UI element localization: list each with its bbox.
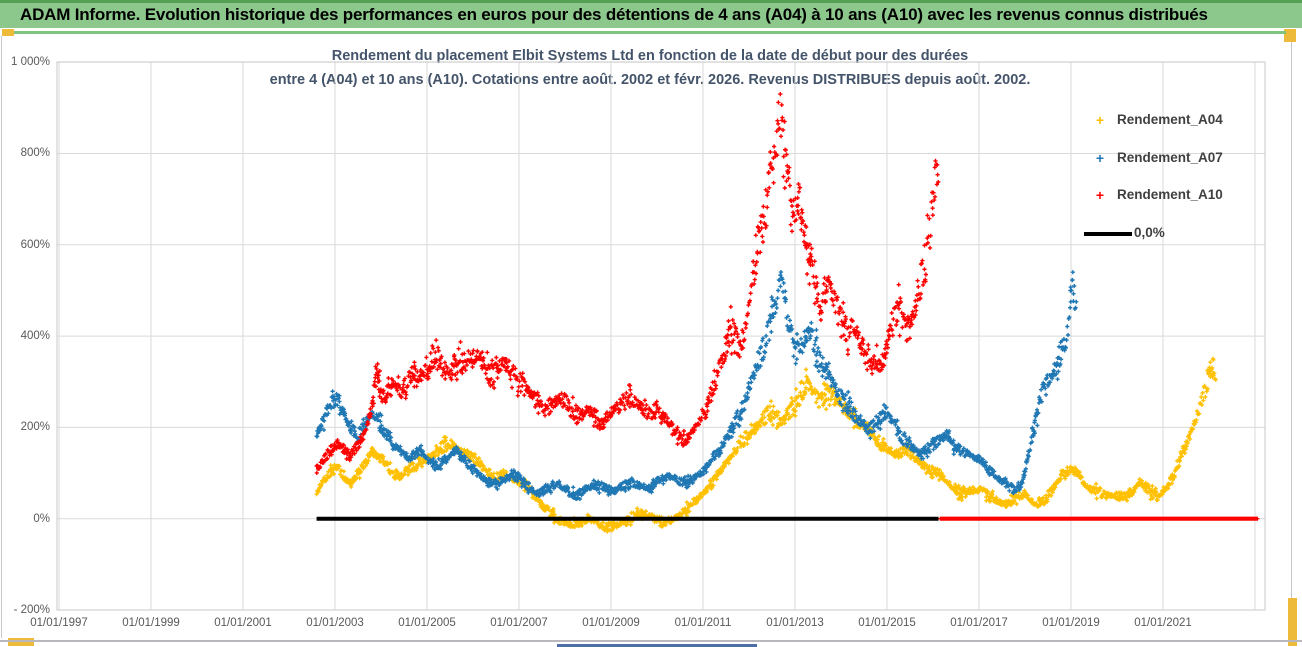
x-tick-label: 01/01/1999 (122, 617, 180, 629)
bottom-edge-line (0, 640, 1302, 642)
legend-label: Rendement_A04 (1117, 112, 1223, 127)
x-tick-label: 01/01/2015 (858, 617, 916, 629)
x-tick-label: 01/01/2005 (398, 617, 456, 629)
legend-line-marker (1084, 231, 1132, 236)
x-tick-label: 01/01/2011 (674, 617, 732, 629)
left-edge-line (1, 36, 2, 638)
chart-title-line1: Rendement du placement Elbit Systems Ltd… (331, 48, 969, 64)
legend-item-0-0-[interactable]: 0,0% (1080, 225, 1260, 245)
x-tick-label: 01/01/1997 (30, 617, 88, 629)
series-markers-rendement_a07 (314, 270, 1079, 502)
x-tick-label: 01/01/2007 (490, 617, 548, 629)
right-edge-line (1291, 42, 1292, 598)
y-tick-label: - 200% (13, 604, 50, 616)
legend-item-rendement-a07[interactable]: + Rendement_A07 (1080, 150, 1260, 170)
series-markers-rendement_a10 (314, 92, 1260, 521)
x-tick-label: 01/01/2001 (214, 617, 272, 629)
y-tick-label: 800% (20, 147, 50, 160)
y-tick-label: 600% (20, 238, 50, 251)
y-tick-label: 1 000% (10, 56, 50, 69)
frame-corner-top-right (1284, 29, 1296, 42)
green-divider-line (14, 31, 1286, 34)
x-tick-label: 01/01/2017 (950, 617, 1008, 629)
legend-plus-marker: + (1095, 149, 1105, 166)
frame-corner-bottom-right (1288, 598, 1297, 646)
y-tick-label: 400% (20, 330, 50, 343)
chart-title-line2: entre 4 (A04) et 10 ans (A10). Cotations… (269, 72, 1031, 88)
y-tick-label: 200% (20, 421, 50, 434)
report-header-banner: ADAM Informe. Evolution historique des p… (0, 0, 1302, 28)
legend-item-rendement-a10[interactable]: + Rendement_A10 (1080, 187, 1260, 207)
legend-label: 0,0% (1134, 224, 1165, 240)
report-title: ADAM Informe. Evolution historique des p… (20, 5, 1208, 24)
legend-label: Rendement_A07 (1117, 149, 1223, 165)
x-tick-label: 01/01/2021 (1134, 617, 1192, 629)
frame-corner-top-left (2, 29, 14, 36)
legend-item-rendement-a04[interactable]: + Rendement_A04 (1080, 112, 1260, 132)
x-tick-label: 01/01/2003 (306, 617, 364, 629)
frame-corner-bottom-left (8, 638, 34, 646)
bottom-edge-bar (557, 644, 757, 647)
x-tick-label: 01/01/2009 (582, 617, 640, 629)
x-tick-label: 01/01/2019 (1042, 617, 1100, 629)
legend-plus-marker: + (1095, 112, 1105, 128)
legend-plus-marker: + (1095, 187, 1105, 203)
legend-label: Rendement_A10 (1117, 187, 1223, 202)
plot-series-markers (314, 92, 1260, 534)
plot-border (56, 61, 1266, 611)
y-tick-label: 0% (33, 512, 50, 525)
x-tick-label: 01/01/2013 (766, 617, 824, 629)
series-markers-rendement_a04 (314, 356, 1218, 534)
